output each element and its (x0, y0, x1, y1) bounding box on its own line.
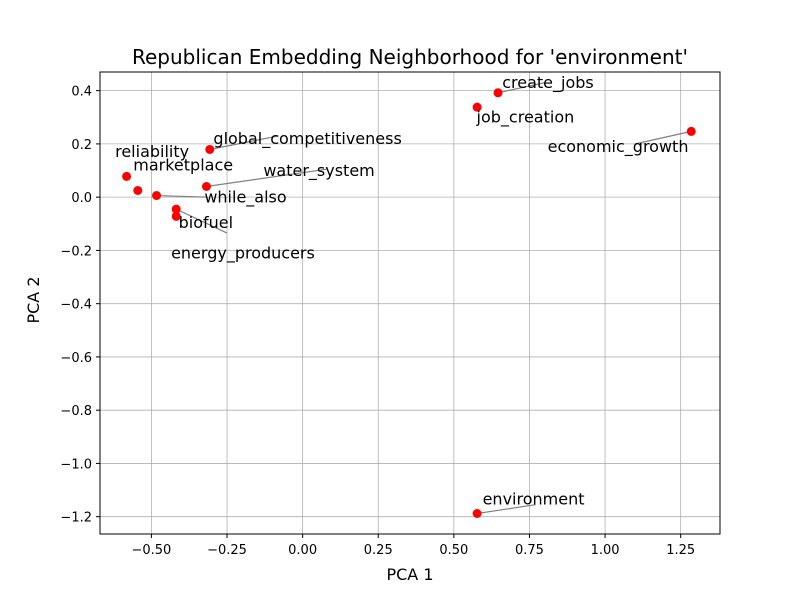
x-tick-label: 1.00 (591, 543, 620, 558)
leader-lines (156, 82, 692, 515)
point-labels: create_jobs job_creation economic_growth gl… (115, 73, 688, 509)
data-point (171, 204, 181, 214)
point-label: job_creation (476, 108, 575, 128)
point-label: water_system (263, 161, 374, 181)
data-point (152, 191, 162, 201)
data-point (122, 171, 132, 181)
point-label: biofuel (179, 213, 233, 232)
y-tick-label: −0.8 (60, 404, 92, 419)
y-axis-title: PCA 2 (24, 276, 43, 323)
y-tick-label: 0.0 (71, 191, 92, 206)
leader-line (209, 135, 279, 151)
x-axis-ticks: −0.50 −0.25 0.00 0.25 0.50 0.75 1.00 1.25 (131, 534, 695, 558)
y-tick-label: 0.4 (71, 85, 92, 100)
y-tick-label: 0.2 (71, 138, 92, 153)
point-label: environment (483, 490, 585, 509)
x-tick-label: 0.50 (439, 543, 468, 558)
leader-line (156, 194, 206, 198)
leader-line (635, 130, 692, 145)
data-point (171, 211, 181, 221)
x-tick-label: −0.25 (207, 543, 247, 558)
point-label: while_also (204, 187, 286, 207)
x-tick-label: 0.00 (288, 543, 317, 558)
y-tick-label: −0.2 (60, 244, 92, 259)
leader-line (175, 208, 228, 234)
y-tick-label: −0.6 (60, 351, 92, 366)
data-point (493, 88, 503, 98)
leader-line (497, 82, 545, 94)
data-point (201, 182, 211, 192)
data-point (686, 126, 696, 136)
data-point (472, 102, 482, 112)
point-label: energy_producers (171, 243, 315, 263)
y-tick-label: −0.4 (60, 298, 92, 313)
point-label: global_competitiveness (213, 129, 401, 149)
data-point (133, 185, 143, 195)
plot-frame (99, 71, 721, 535)
x-tick-label: 0.75 (515, 543, 544, 558)
y-tick-label: −1.2 (60, 511, 92, 526)
chart-title: Republican Embedding Neighborhood for 'e… (132, 45, 688, 69)
data-points (122, 88, 696, 518)
point-label: marketplace (133, 156, 233, 175)
point-label: create_jobs (502, 73, 594, 93)
x-tick-label: 1.25 (666, 543, 695, 558)
leader-line (206, 168, 327, 188)
y-tick-label: −1.0 (60, 457, 92, 472)
y-axis-ticks: 0.4 0.2 0.0 −0.2 −0.4 −0.6 −0.8 −1.0 −1.2 (60, 85, 100, 526)
leader-line (477, 504, 536, 515)
x-axis-title: PCA 1 (386, 565, 433, 584)
data-point (472, 508, 482, 518)
x-tick-label: 0.25 (364, 543, 393, 558)
data-point (205, 144, 215, 154)
point-label: reliability (115, 142, 189, 161)
x-tick-label: −0.50 (131, 543, 171, 558)
point-label: economic_growth (548, 137, 689, 157)
